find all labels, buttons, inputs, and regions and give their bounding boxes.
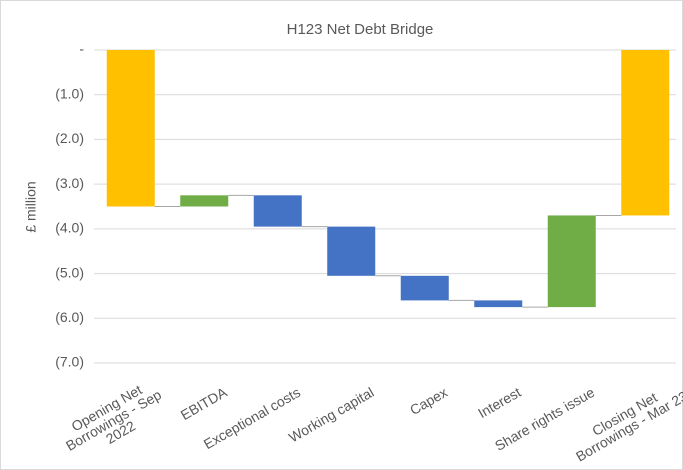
y-tick-label: (7.0) — [55, 354, 84, 370]
y-tick-label: (3.0) — [55, 175, 84, 191]
bar — [253, 195, 302, 227]
bar — [621, 50, 670, 216]
y-tick-label: (5.0) — [55, 264, 84, 280]
y-tick-label: - — [79, 41, 84, 57]
bar — [327, 226, 376, 276]
y-tick-label: (4.0) — [55, 220, 84, 236]
y-tick-label: (6.0) — [55, 309, 84, 325]
y-axis-label: £ million — [23, 181, 39, 232]
y-tick-label: (2.0) — [55, 130, 84, 146]
bar — [180, 195, 229, 207]
bar — [474, 300, 523, 308]
bar — [400, 275, 449, 301]
chart-title: H123 Net Debt Bridge — [287, 21, 434, 38]
bar — [547, 215, 596, 308]
bar — [106, 50, 155, 207]
y-tick-label: (1.0) — [55, 85, 84, 101]
